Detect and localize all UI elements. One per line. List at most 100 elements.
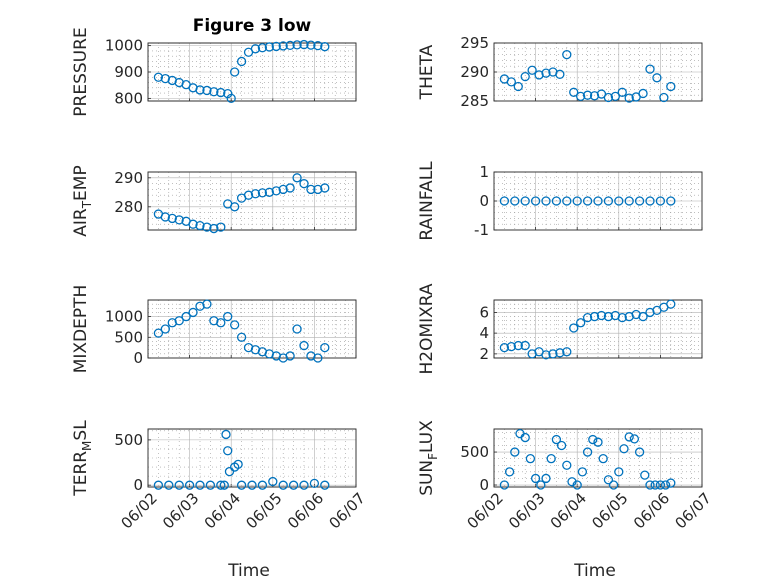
data-point: [541, 350, 551, 360]
data-point: [555, 348, 565, 358]
data-point: [278, 480, 288, 490]
data-point: [655, 196, 666, 206]
data-point: [174, 480, 184, 490]
data-point: [313, 184, 323, 195]
data-point: [634, 196, 645, 206]
data-point: [205, 480, 216, 490]
data-point: [541, 473, 551, 484]
data-point: [666, 196, 676, 206]
data-point: [285, 183, 295, 193]
x-tick-label: 06/05: [588, 489, 631, 532]
data-point: [233, 459, 243, 469]
data-point: [652, 73, 662, 83]
data-point: [645, 64, 655, 74]
data-point: [202, 299, 212, 309]
data-point: [582, 196, 593, 206]
y-axis-label: MIXDEPTH: [71, 285, 91, 374]
x-tick-label: 06/04: [201, 489, 244, 532]
data-point: [223, 446, 233, 456]
data-point: [617, 312, 627, 323]
y-tick-label: 1000: [105, 37, 143, 55]
data-point: [188, 219, 198, 229]
data-point: [257, 188, 268, 198]
axes-frame: [147, 299, 357, 359]
data-point: [619, 444, 629, 454]
data-point: [513, 81, 523, 92]
data-point: [666, 478, 676, 488]
y-tick-label: 6: [479, 303, 489, 321]
data-point: [546, 454, 556, 464]
axes-h2omixra: 2 4 6 H2OMIXRA: [417, 283, 703, 375]
data-point: [576, 91, 586, 102]
data-point: [209, 223, 219, 234]
data-point: [221, 429, 231, 440]
data-point: [504, 467, 515, 477]
x-tick-label: 06/05: [242, 489, 285, 532]
data-point: [572, 480, 582, 490]
data-point: [506, 77, 516, 87]
axes-pressure: 800 900 1000 PRESSURE: [71, 27, 357, 117]
data-point: [534, 70, 544, 80]
y-axis-label: THETA: [417, 44, 437, 100]
data-point: [569, 87, 579, 97]
data-point: [614, 467, 624, 477]
y-axis-label: AIRTEMP: [71, 165, 94, 236]
axes-frame: [493, 171, 703, 231]
data-point: [278, 184, 288, 195]
y-tick-label: 500: [460, 443, 489, 461]
data-point: [569, 323, 579, 333]
data-point: [250, 189, 261, 199]
y-axis-label: TERRMSL: [71, 420, 94, 497]
data-point: [288, 480, 299, 490]
figure-title: Figure 3 low: [193, 16, 312, 36]
data-point: [510, 447, 520, 457]
y-axis-label: H2OMIXRA: [417, 283, 437, 374]
data-point: [603, 475, 614, 485]
data-point: [243, 190, 254, 200]
data-point: [195, 220, 205, 231]
y-axis-label: SUNFLUX: [417, 420, 440, 496]
data-point: [278, 41, 288, 51]
x-tick-label: 06/02: [118, 489, 161, 532]
data-point: [650, 480, 660, 490]
data-point: [525, 454, 536, 464]
data-point: [292, 324, 302, 334]
data-point: [184, 480, 195, 490]
data-point: [309, 478, 320, 489]
data-point: [216, 87, 226, 98]
data-point: [153, 480, 164, 490]
data-point: [188, 307, 198, 318]
axes-theta: 285 290 295 THETA: [417, 34, 703, 110]
data-point: [655, 480, 666, 490]
data-point: [299, 178, 309, 189]
data-point: [562, 196, 572, 206]
data-point: [223, 311, 233, 322]
y-tick-label: 900: [114, 63, 143, 81]
data-point: [306, 184, 316, 195]
axes-frame: [147, 42, 357, 102]
data-point: [271, 186, 281, 196]
data-point: [264, 42, 274, 52]
data-point: [174, 316, 184, 326]
data-point: [499, 196, 510, 206]
data-point: [582, 312, 593, 323]
data-point: [562, 49, 572, 60]
data-point: [624, 93, 634, 103]
data-point: [264, 187, 274, 197]
y-tick-label: 800: [114, 89, 143, 107]
data-point: [320, 42, 330, 52]
data-point: [320, 342, 330, 353]
x-tick-label: 06/04: [547, 489, 590, 532]
data-point: [230, 202, 240, 212]
data-point: [603, 92, 614, 103]
data-point: [257, 480, 268, 490]
data-point: [589, 311, 600, 322]
data-point: [530, 473, 541, 484]
data-point: [660, 480, 671, 490]
y-tick-label: 2: [479, 345, 489, 363]
data-point: [520, 71, 530, 82]
data-point: [271, 41, 281, 52]
data-point: [292, 40, 302, 50]
